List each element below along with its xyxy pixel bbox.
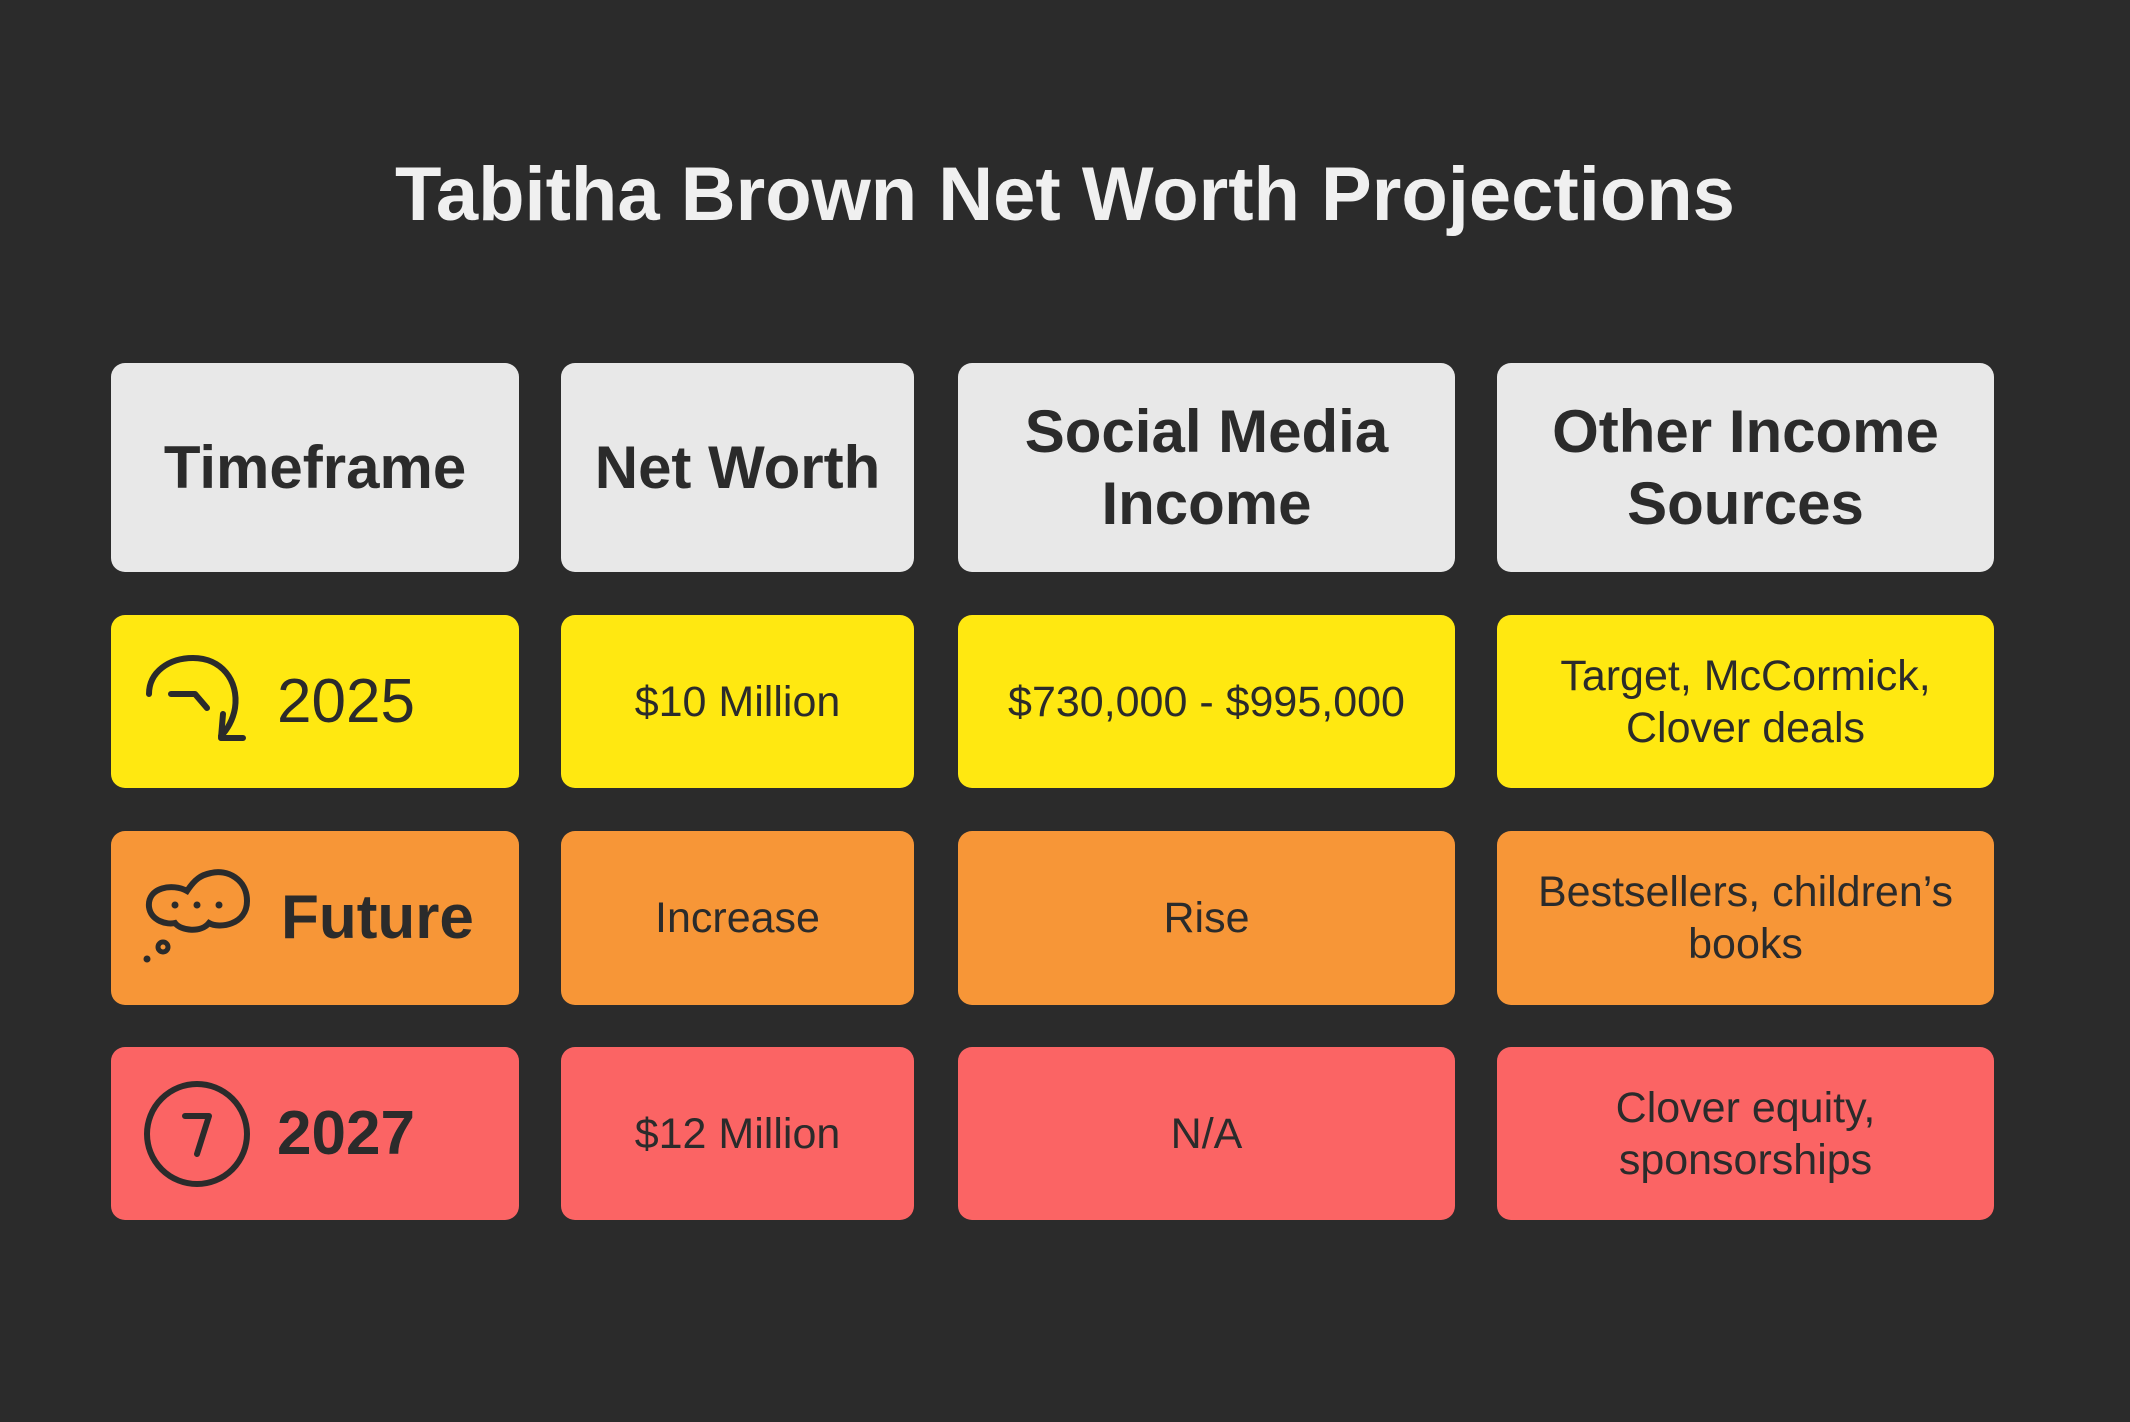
other-income-2025: Target, McCormick, Clover deals	[1497, 615, 1994, 788]
social-income-future: Rise	[958, 831, 1455, 1005]
other-income-2027: Clover equity, sponsorships	[1497, 1047, 1994, 1220]
social-income-2025: $730,000 - $995,000	[958, 615, 1455, 788]
net-worth-2025: $10 Million	[561, 615, 914, 788]
net-worth-future: Increase	[561, 831, 914, 1005]
clock-arrow-icon	[146, 654, 246, 741]
timeframe-label: 2027	[277, 1098, 415, 1168]
social-income-2027: N/A	[958, 1047, 1455, 1220]
timeframe-2027: 2027	[111, 1047, 519, 1220]
circled-seven-icon	[144, 1080, 250, 1187]
other-income-future: Bestsellers, children’s books	[1497, 831, 1994, 1005]
net-worth-2027: $12 Million	[561, 1047, 914, 1220]
timeframe-label: Future	[281, 883, 474, 952]
thought-bubble-icon	[143, 869, 251, 963]
header-social-media-income: Social Media Income	[958, 363, 1455, 572]
timeframe-label: 2025	[277, 666, 415, 736]
header-other-income: Other Income Sources	[1497, 363, 1994, 572]
timeframe-2025: 2025	[111, 615, 519, 788]
timeframe-future: Future	[111, 831, 519, 1005]
page-title: Tabitha Brown Net Worth Projections	[395, 152, 1735, 237]
header-timeframe: Timeframe	[111, 363, 519, 572]
header-net-worth: Net Worth	[561, 363, 914, 572]
